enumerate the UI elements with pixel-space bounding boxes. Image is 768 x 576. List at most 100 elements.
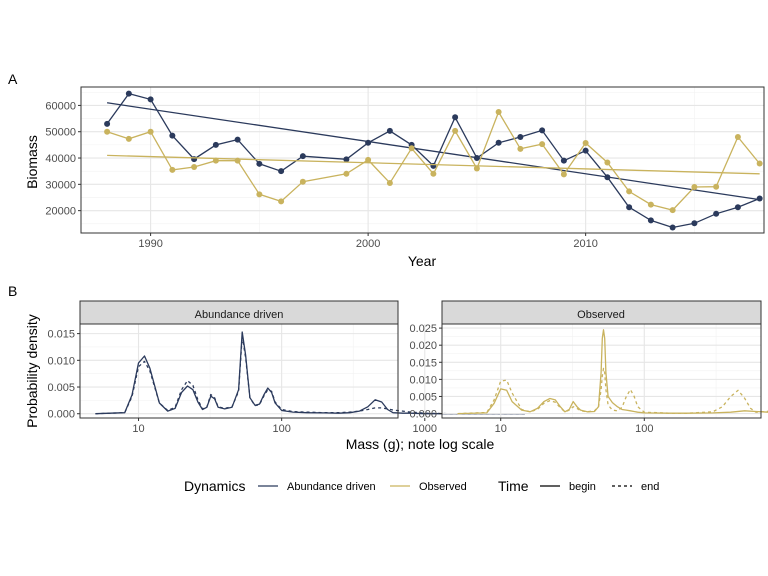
panel-a-tag: A bbox=[8, 71, 18, 87]
point-observed bbox=[234, 157, 241, 164]
y-tick-label: 40000 bbox=[45, 153, 76, 165]
biomass-plot: 1990 2000 2010 20000 30000 40000 50000 60000 bbox=[45, 86, 765, 250]
point-abundance bbox=[517, 133, 524, 140]
point-observed bbox=[517, 145, 524, 152]
panel-a-border bbox=[80, 86, 765, 234]
x-tick-label: 10 bbox=[495, 423, 507, 435]
facet-abundance-driven: 10 100 1000 0.000 0.005 0.010 0.015 bbox=[47, 300, 525, 435]
panel-a-ylabel: Biomass bbox=[24, 135, 40, 189]
y-tick-label: 0.010 bbox=[47, 355, 75, 367]
point-abundance bbox=[386, 127, 393, 134]
point-abundance bbox=[604, 174, 611, 181]
point-observed bbox=[212, 157, 219, 164]
point-abundance bbox=[299, 153, 306, 160]
point-abundance bbox=[365, 139, 372, 146]
point-observed bbox=[691, 183, 698, 190]
y-tick-label: 0.010 bbox=[409, 374, 437, 386]
panel-b-tag: B bbox=[8, 283, 17, 299]
point-observed bbox=[734, 133, 741, 140]
y-tick-label: 60000 bbox=[45, 100, 76, 112]
trend-line-abundance bbox=[107, 102, 760, 201]
point-observed bbox=[125, 135, 132, 142]
legend-dynamics-title: Dynamics bbox=[184, 478, 245, 494]
point-observed bbox=[191, 163, 198, 170]
point-abundance bbox=[104, 120, 111, 127]
point-observed bbox=[147, 128, 154, 135]
point-abundance bbox=[452, 114, 459, 121]
density-line-observed-end bbox=[457, 367, 768, 415]
point-observed bbox=[365, 156, 372, 163]
y-tick-label: 50000 bbox=[45, 127, 76, 139]
legend-label-begin: begin bbox=[569, 481, 596, 493]
y-tick-label: 0.005 bbox=[409, 391, 437, 403]
point-observed bbox=[278, 198, 285, 205]
y-tick-label: 0.020 bbox=[409, 340, 437, 352]
facet-border bbox=[441, 323, 762, 419]
point-abundance bbox=[582, 147, 589, 154]
point-observed bbox=[582, 140, 589, 147]
point-observed bbox=[104, 128, 111, 135]
point-abundance bbox=[691, 220, 698, 227]
point-observed bbox=[604, 159, 611, 166]
point-abundance bbox=[669, 224, 676, 231]
point-abundance bbox=[473, 155, 480, 162]
series-line-abundance bbox=[106, 92, 760, 229]
x-tick-label: 2000 bbox=[356, 238, 380, 250]
x-tick-label: 1000 bbox=[413, 423, 437, 435]
density-line-abundance-begin bbox=[95, 331, 525, 415]
panel-b-xlabel: Mass (g); note log scale bbox=[346, 436, 495, 452]
point-observed bbox=[256, 191, 263, 198]
point-abundance bbox=[647, 217, 654, 224]
point-abundance bbox=[212, 141, 219, 148]
point-observed bbox=[495, 108, 502, 115]
point-observed bbox=[299, 178, 306, 185]
point-observed bbox=[756, 160, 763, 167]
point-abundance bbox=[756, 195, 763, 202]
x-tick-label: 2010 bbox=[573, 238, 597, 250]
x-tick-label: 100 bbox=[635, 423, 653, 435]
point-abundance bbox=[734, 204, 741, 211]
legend: Dynamics Abundance driven Observed Time … bbox=[184, 478, 659, 494]
x-tick-label: 100 bbox=[272, 423, 290, 435]
y-tick-label: 30000 bbox=[45, 179, 76, 191]
y-tick-label: 0.015 bbox=[409, 357, 437, 369]
point-observed bbox=[713, 183, 720, 190]
point-abundance bbox=[234, 136, 241, 143]
y-tick-label: 0.025 bbox=[409, 323, 437, 335]
y-tick-label: 0.005 bbox=[47, 382, 75, 394]
point-observed bbox=[169, 166, 176, 173]
point-observed bbox=[343, 170, 350, 177]
point-observed bbox=[560, 171, 567, 178]
point-abundance bbox=[169, 132, 176, 139]
y-tick-label: 0.015 bbox=[47, 329, 75, 341]
series-line-observed bbox=[106, 110, 761, 211]
point-observed bbox=[452, 127, 459, 134]
facet-title-abundance: Abundance driven bbox=[195, 309, 284, 321]
point-observed bbox=[408, 145, 415, 152]
x-tick-label: 10 bbox=[132, 423, 144, 435]
density-line-observed-begin bbox=[457, 329, 768, 415]
point-abundance bbox=[191, 156, 198, 163]
legend-label-end: end bbox=[641, 481, 659, 493]
point-abundance bbox=[147, 96, 154, 103]
point-observed bbox=[669, 207, 676, 214]
legend-label-abundance: Abundance driven bbox=[287, 481, 376, 493]
facet-border bbox=[79, 323, 399, 419]
point-abundance bbox=[125, 90, 132, 97]
y-tick-label: 0.000 bbox=[47, 409, 75, 421]
point-observed bbox=[386, 180, 393, 187]
point-observed bbox=[539, 141, 546, 148]
facet-title-observed: Observed bbox=[577, 309, 625, 321]
point-observed bbox=[626, 188, 633, 195]
panel-b-ylabel: Probability density bbox=[24, 314, 40, 428]
y-tick-label: 0.000 bbox=[409, 409, 437, 421]
point-abundance bbox=[278, 168, 285, 175]
point-observed bbox=[647, 201, 654, 208]
point-abundance bbox=[256, 160, 263, 167]
facet-observed: 10 100 1000 0.000 0.005 0.010 0.015 0.020 0.025 bbox=[409, 300, 768, 435]
y-tick-label: 20000 bbox=[45, 206, 76, 218]
point-abundance bbox=[626, 204, 633, 211]
legend-time-title: Time bbox=[498, 478, 529, 494]
point-observed bbox=[430, 170, 437, 177]
